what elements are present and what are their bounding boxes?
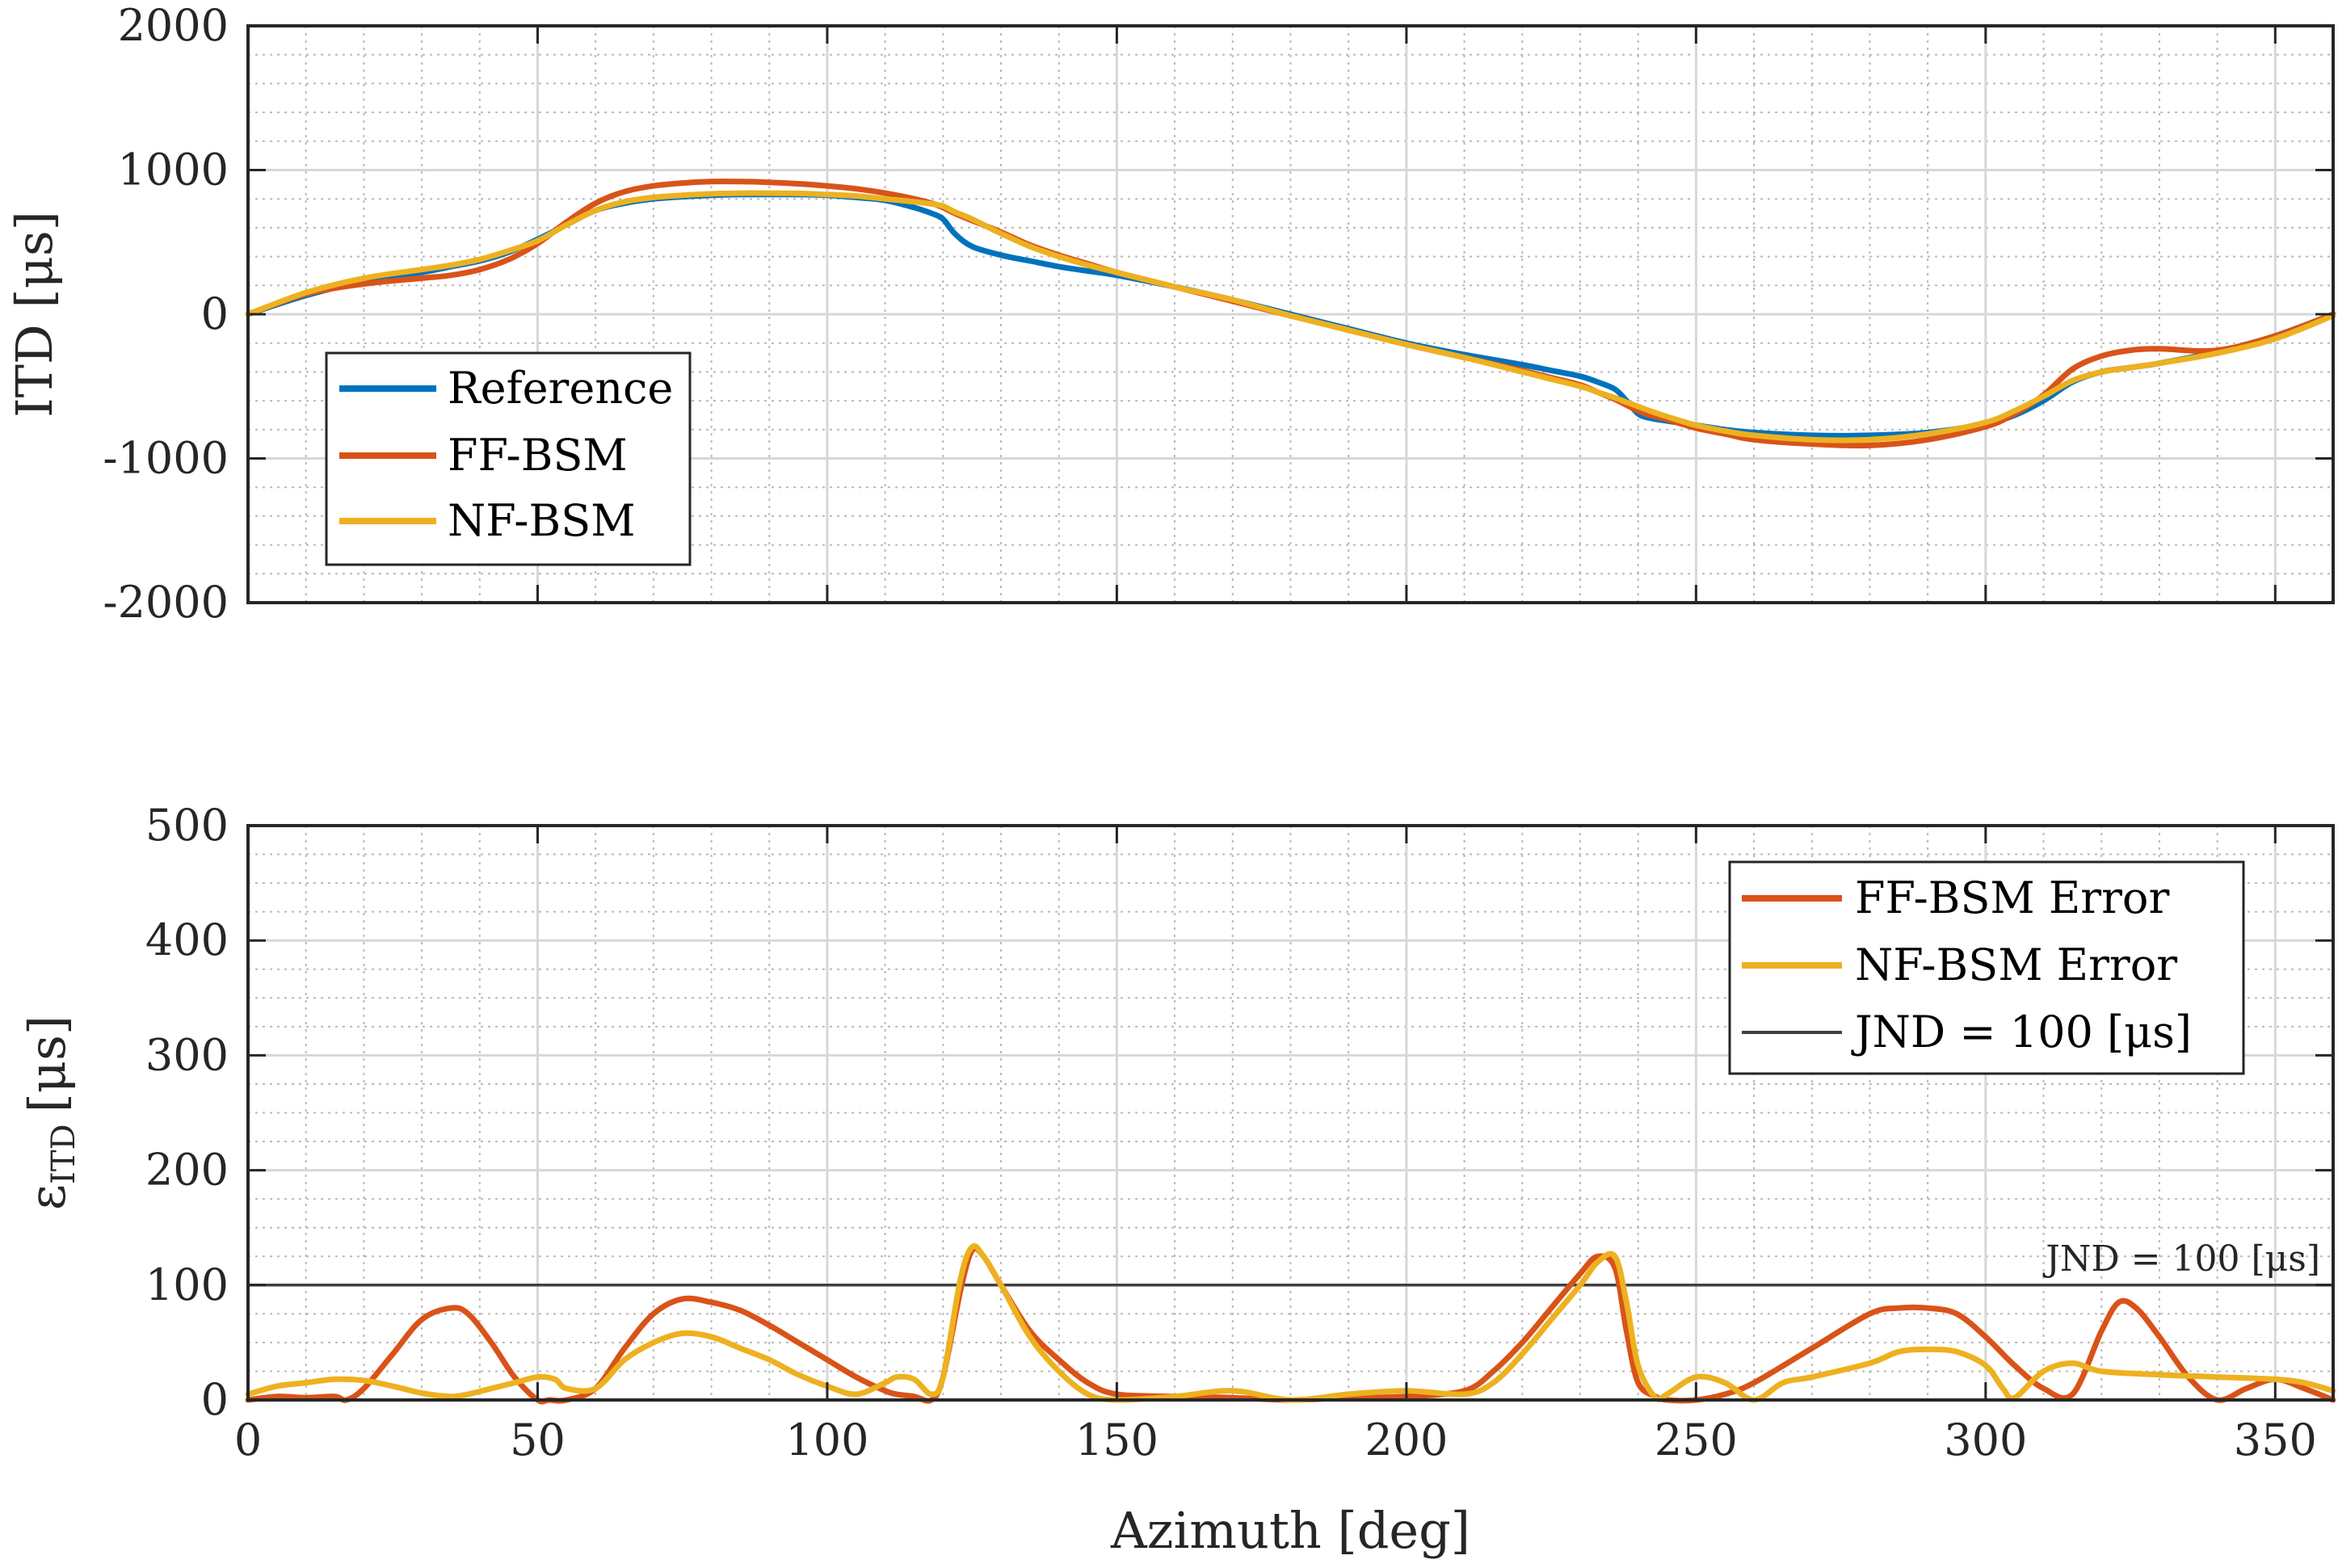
error-y-tick-labels: 500 400 300 200 100 0 (145, 800, 229, 1425)
y-tick-label: 100 (145, 1259, 229, 1310)
error-y-label-symbol: ε (18, 1184, 77, 1210)
itd-y-axis-label: ITD [μs] (5, 211, 64, 418)
y-tick-label: 200 (145, 1145, 229, 1196)
y-tick-label: -2000 (103, 577, 229, 628)
error-y-label-unit: [μs] (18, 1015, 77, 1113)
jnd-annotation: JND = 100 [μs] (2042, 1238, 2320, 1280)
x-tick-label: 150 (1075, 1415, 1158, 1465)
error-axes-box (246, 824, 2335, 1402)
series-line-nf-bsm (245, 190, 2336, 443)
x-tick-label: 50 (510, 1415, 566, 1465)
x-tick-label: 100 (785, 1415, 868, 1465)
x-tick-label: 250 (1655, 1415, 1738, 1465)
y-tick-label: 2000 (118, 0, 229, 51)
error-tick-marks (246, 824, 2333, 1402)
error-y-label-subscript: ITD (45, 1124, 82, 1184)
y-tick-label: 300 (145, 1029, 229, 1080)
legend-label-jnd: JND = 100 [μs] (1851, 1007, 2192, 1057)
x-tick-label: 200 (1365, 1415, 1448, 1465)
legend-label-nf-bsm-error: NF-BSM Error (1855, 940, 2177, 990)
itd-legend: Reference FF-BSM NF-BSM (325, 351, 692, 566)
error-y-axis-label: εITD [μs] (18, 1015, 82, 1210)
legend-label-reference: Reference (448, 363, 673, 414)
y-tick-label: -1000 (103, 433, 229, 484)
x-tick-label: 0 (234, 1415, 262, 1465)
y-tick-label: 0 (201, 288, 229, 339)
y-tick-label: 1000 (118, 145, 229, 195)
itd-series-group (245, 179, 2336, 449)
itd-tick-marks (246, 24, 2333, 604)
y-tick-label: 0 (201, 1374, 229, 1425)
itd-y-tick-labels: 2000 1000 0 -1000 -2000 (103, 0, 229, 628)
error-legend: FF-BSM Error NF-BSM Error JND = 100 [μs] (1728, 860, 2245, 1075)
x-tick-label: 300 (1944, 1415, 2027, 1465)
error-axes: 500 400 300 200 100 0 0 50 100 150 200 250 300 350 J… (18, 800, 2336, 1560)
itd-axes: 2000 1000 0 -1000 -2000 ITD [μs] Reference F… (5, 0, 2336, 628)
x-tick-label: 350 (2234, 1415, 2317, 1465)
legend-label-ff-bsm: FF-BSM (448, 430, 628, 481)
x-tick-labels: 0 50 100 150 200 250 300 350 (234, 1415, 2317, 1465)
legend-label-ff-bsm-error: FF-BSM Error (1855, 872, 2169, 923)
legend-label-nf-bsm: NF-BSM (448, 495, 636, 546)
x-axis-label: Azimuth [deg] (1110, 1501, 1470, 1560)
y-tick-label: 400 (145, 914, 229, 965)
y-tick-label: 500 (145, 800, 229, 851)
